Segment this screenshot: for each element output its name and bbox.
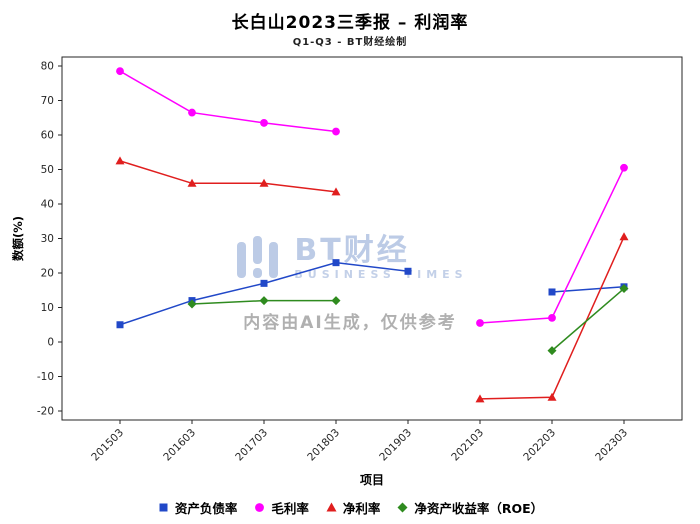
series-line [119, 160, 337, 193]
y-tick-label: -10 [37, 371, 54, 383]
data-point-circle [116, 67, 124, 76]
legend-item-0: 资产负债率 [157, 498, 238, 517]
series-1 [116, 67, 628, 327]
data-point-diamond [259, 296, 269, 306]
data-point-square [548, 288, 556, 296]
data-point-square [116, 321, 124, 329]
data-point-circle [260, 119, 268, 127]
series-3 [187, 284, 629, 356]
x-tick-label: 201703 [233, 427, 270, 464]
data-point-diamond [331, 296, 341, 306]
data-point-diamond [619, 284, 629, 294]
data-point-triangle [475, 394, 485, 403]
chart-title: 长白山2023三季报 – 利润率 [231, 13, 469, 33]
data-point-square [404, 267, 412, 275]
data-point-triangle [187, 178, 197, 187]
data-point-diamond [547, 346, 557, 356]
series-line [119, 261, 409, 326]
x-tick-label: 202203 [521, 427, 558, 464]
y-axis-label: 数额(%) [11, 216, 25, 261]
chart-legend: 资产负债率 毛利率 净利率 净资产收益率（ROE） [0, 498, 700, 517]
x-tick-label: 201503 [89, 427, 126, 464]
data-point-circle [332, 127, 340, 136]
data-point-circle [255, 503, 265, 512]
legend-label: 净资产收益率（ROE） [414, 501, 544, 516]
series-line [551, 286, 625, 293]
plot-frame [61, 56, 683, 421]
profit-margin-line-chart: -20 -10 0 10 20 30 40 50 60 70 80 201503 201603 20170… [11, 56, 683, 487]
chart-subtitle: Q1-Q3 - BT财经绘制 [292, 37, 408, 48]
data-point-diamond [187, 299, 197, 309]
data-point-square [332, 259, 340, 267]
y-tick-label: 50 [41, 164, 54, 176]
data-point-circle [620, 163, 628, 172]
data-point-circle [188, 108, 196, 117]
series-line [479, 167, 625, 324]
x-tick-label: 202103 [449, 427, 486, 464]
data-point-triangle [547, 392, 557, 401]
data-point-triangle [326, 502, 337, 512]
x-tick-label: 201903 [377, 427, 414, 464]
data-point-circle [476, 319, 484, 327]
diamond-marker-icon [397, 502, 408, 513]
y-tick-label: 40 [41, 199, 54, 211]
series-2 [115, 156, 629, 403]
legend-item-2: 净利率 [325, 498, 381, 517]
y-tick-label: 60 [41, 130, 54, 142]
y-tick-label: 20 [41, 268, 54, 280]
y-tick-label: 0 [47, 337, 54, 349]
legend-label: 资产负债率 [174, 501, 238, 516]
y-tick-label: 10 [41, 302, 54, 314]
y-tick-label: 80 [41, 61, 54, 73]
data-point-square [159, 503, 168, 512]
square-marker-icon [159, 503, 168, 512]
legend-label: 净利率 [342, 501, 381, 516]
data-point-triangle [259, 178, 269, 187]
y-tick-label: -20 [37, 406, 54, 418]
series-line [551, 287, 625, 352]
data-point-triangle [115, 156, 125, 165]
legend-item-1: 毛利率 [253, 498, 309, 517]
x-tick-label: 201603 [161, 427, 198, 464]
series-line [119, 70, 337, 133]
y-tick-label: 70 [41, 95, 54, 107]
x-tick-label: 202303 [593, 427, 630, 464]
legend-label: 毛利率 [271, 501, 309, 516]
x-axis-label: 项目 [360, 473, 384, 487]
data-point-square [260, 279, 268, 287]
data-point-diamond [397, 502, 408, 513]
legend-item-3: 净资产收益率（ROE） [396, 498, 543, 517]
triangle-marker-icon [326, 502, 337, 512]
circle-marker-icon [255, 503, 265, 512]
x-tick-label: 201803 [305, 427, 342, 464]
data-point-circle [548, 313, 556, 322]
y-tick-label: 30 [41, 233, 54, 245]
data-point-triangle [331, 187, 341, 196]
data-point-triangle [619, 232, 629, 241]
